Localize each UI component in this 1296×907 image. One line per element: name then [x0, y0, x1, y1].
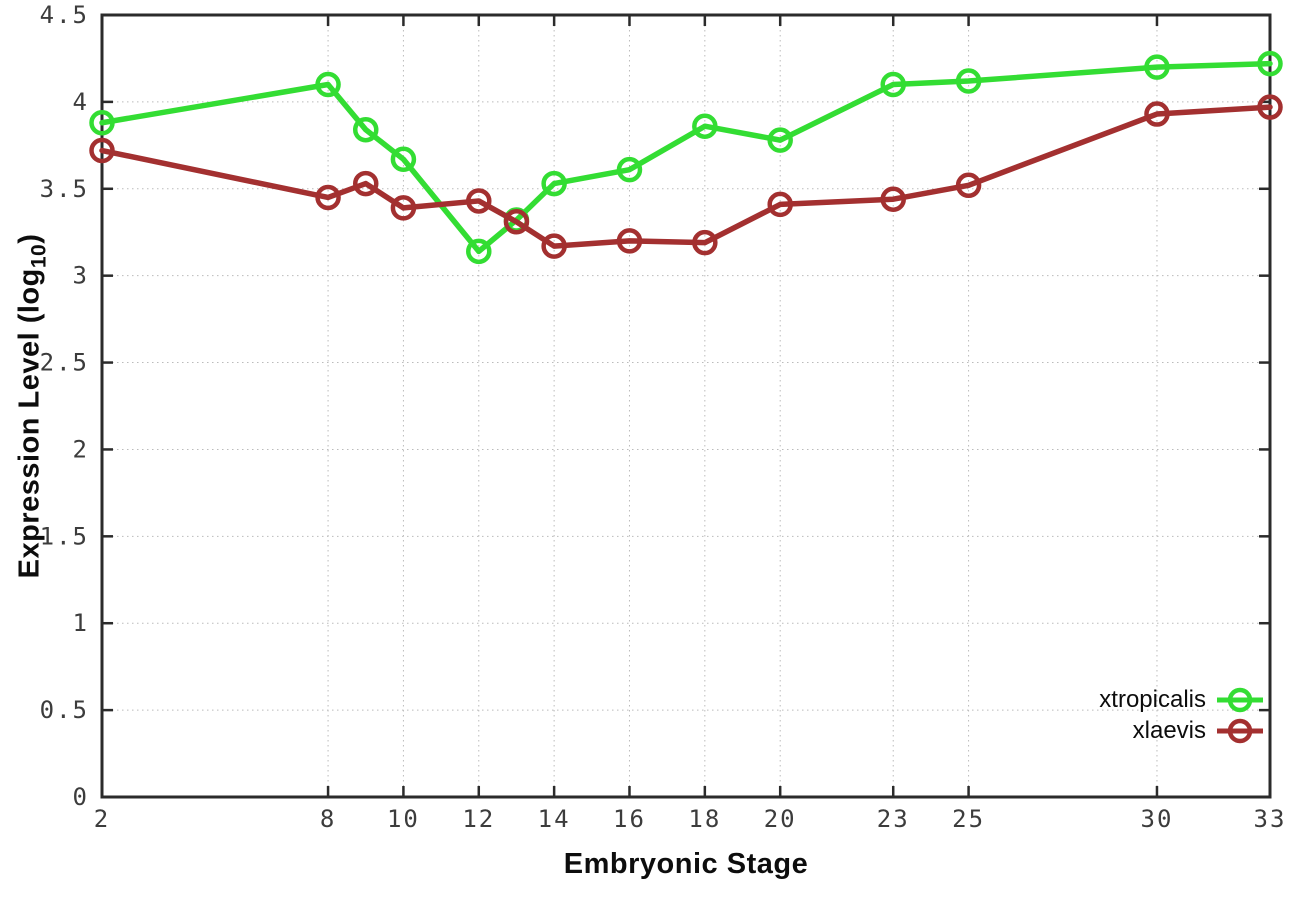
tick-marks	[100, 13, 1272, 799]
y-tick-label: 4.5	[40, 1, 89, 29]
y-tick-label: 0.5	[40, 696, 89, 724]
x-tick-label: 20	[764, 805, 797, 833]
y-tick-label: 1	[73, 609, 89, 637]
data-point	[315, 71, 341, 98]
data-point	[466, 188, 492, 214]
legend-label: xtropicalis	[1099, 685, 1206, 713]
y-tick-label: 2	[73, 435, 89, 463]
data-point	[315, 184, 341, 211]
x-tick-label: 25	[952, 805, 985, 833]
legend-entry-xlaevis: xlaevis	[1133, 715, 1264, 746]
legend-marker-sample	[1217, 687, 1263, 712]
series-line	[99, 60, 1273, 255]
data-point	[352, 170, 379, 197]
series-xtropicalis	[89, 50, 1283, 265]
x-tick-label: 14	[538, 805, 571, 833]
data-point	[89, 137, 115, 164]
legend-label: xlaevis	[1132, 716, 1206, 744]
y-tick-label: 3	[73, 262, 89, 290]
x-tick-label: 23	[877, 805, 910, 833]
data-point	[692, 113, 718, 139]
data-point	[692, 229, 718, 256]
tick-labels: 2 8 10 12 14 16 18 20 23 25 30 33 0 0.5 1 1.5 2 2.5 3 3.5 4 4…	[40, 1, 1287, 833]
data-point	[880, 186, 906, 212]
series-xlaevis	[89, 94, 1283, 259]
data-point	[955, 172, 982, 199]
y-tick-label: 0	[73, 783, 89, 811]
data-point	[503, 209, 530, 235]
x-tick-label: 33	[1254, 805, 1287, 833]
legend-marker-sample	[1217, 718, 1263, 743]
x-tick-label: 8	[320, 805, 336, 833]
y-tick-label: 4	[73, 88, 89, 116]
gridlines	[102, 15, 1270, 797]
x-tick-label: 2	[94, 805, 110, 833]
y-tick-label: 2.5	[40, 349, 89, 377]
data-point	[616, 228, 643, 254]
data-point	[390, 195, 417, 221]
legend: xtropicalis xlaevis	[1099, 684, 1264, 746]
data-point	[541, 233, 567, 259]
legend-circle	[1227, 687, 1253, 712]
data-point	[89, 109, 115, 136]
data-point	[541, 170, 567, 197]
plot-border	[100, 13, 1272, 799]
data-point	[352, 116, 379, 143]
x-tick-label: 10	[387, 805, 420, 833]
data-point	[1144, 54, 1170, 80]
x-tick-label: 16	[613, 805, 646, 833]
data-point	[466, 238, 492, 265]
data-point	[1144, 101, 1170, 127]
data-point	[767, 127, 793, 153]
series-line	[99, 104, 1273, 249]
x-axis-title: Embryonic Stage	[563, 848, 809, 880]
data-point	[1257, 50, 1283, 77]
data-point	[955, 68, 982, 94]
y-axis-title-subscript: 10	[27, 243, 51, 269]
y-tick-label: 1.5	[40, 522, 89, 550]
x-tick-label: 30	[1141, 805, 1174, 833]
data-point	[390, 146, 417, 172]
y-axis-title-suffix: )	[13, 233, 46, 244]
x-tick-label: 18	[688, 805, 721, 833]
y-axis-title: Expression Level (log10)	[13, 233, 51, 579]
data-point	[880, 71, 906, 98]
x-tick-label: 12	[462, 805, 495, 833]
data-point	[616, 156, 643, 183]
legend-entry-xtropicalis: xtropicalis	[1099, 684, 1264, 715]
data-point	[767, 191, 793, 218]
legend-circle	[1227, 718, 1253, 743]
y-axis-title-text: Expression Level (log	[13, 268, 46, 579]
y-tick-label: 3.5	[40, 175, 89, 203]
data-point	[1257, 94, 1283, 120]
